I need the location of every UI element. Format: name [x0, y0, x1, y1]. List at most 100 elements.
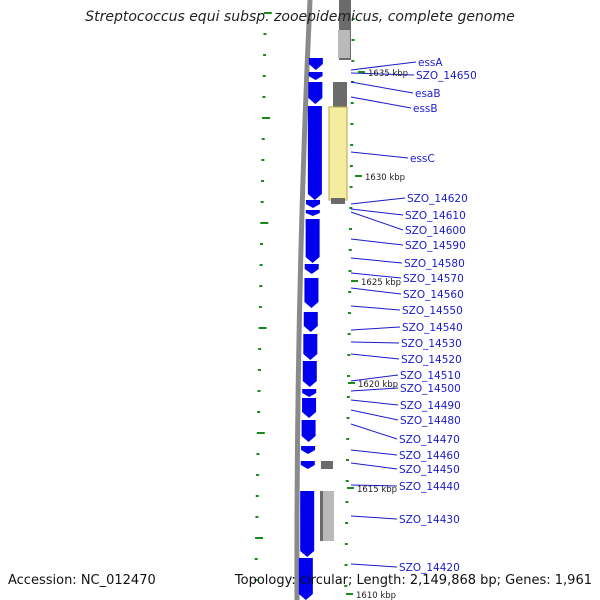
gene-label: SZO_14430 [399, 514, 460, 526]
tick-dots [254, 12, 355, 587]
feature-bar [321, 461, 333, 469]
leader-line [350, 287, 402, 295]
tick-dot [347, 375, 351, 377]
tick-dot [256, 453, 260, 455]
gene-label: SZO_14510 [400, 370, 461, 382]
genome-backbone [294, 0, 313, 600]
tick-dot [262, 96, 266, 98]
tick-dot [261, 138, 265, 140]
tick-dot [259, 285, 263, 287]
leader-line [350, 423, 398, 440]
tick-dot [349, 186, 353, 188]
cds-arrow [304, 264, 319, 274]
leader-line [350, 341, 400, 344]
gene-label: SZO_14620 [407, 193, 468, 205]
label-leaders [350, 61, 417, 568]
gene-label: SZO_14440 [399, 481, 460, 493]
cds-arrow [300, 461, 315, 469]
cds-arrow [305, 210, 320, 216]
tick-dot [256, 432, 265, 434]
gene-label: SZO_14570 [403, 273, 464, 285]
tick-dot [344, 585, 348, 587]
tick-dot [259, 264, 263, 266]
tick-dot [350, 102, 354, 104]
cds-arrow [305, 219, 320, 263]
tick-dot [261, 159, 265, 161]
gene-label: SZO_14600 [405, 225, 466, 237]
tick-dot [349, 228, 353, 230]
tick-dot [260, 201, 264, 203]
tick-dot [263, 33, 267, 35]
gene-label: SZO_14450 [399, 464, 460, 476]
tick-dot [345, 501, 349, 503]
tick-dot [261, 180, 264, 182]
leader-line [350, 409, 399, 421]
tick-dot [347, 312, 351, 314]
genome-title: Streptococcus equi subsp. zooepidemicus,… [85, 9, 515, 25]
gene-label: SZO_14560 [403, 289, 464, 301]
gene-label: SZO_14650 [416, 70, 477, 82]
tick-dot [263, 12, 272, 14]
leader-line [350, 305, 401, 311]
gene-label: SZO_14610 [405, 210, 466, 222]
leader-line [350, 211, 404, 231]
leader-line [350, 484, 398, 487]
feature-bar [338, 30, 350, 58]
cds-arrow [303, 334, 318, 360]
feature-bar [320, 491, 334, 541]
tick-dot [255, 495, 259, 497]
tick-dot [347, 333, 351, 335]
tick-dot [344, 543, 348, 545]
tick-dot [348, 249, 352, 251]
tick-dot [254, 579, 258, 581]
cds-arrow [301, 420, 316, 442]
tick-mark [358, 71, 365, 73]
feature-bar [333, 82, 347, 107]
leader-line [350, 197, 406, 205]
cds-arrow [308, 82, 323, 104]
cds-arrow [304, 278, 319, 308]
gene-label: essB [413, 103, 438, 115]
leader-line [350, 449, 398, 456]
leader-line [350, 353, 400, 360]
tick-dot [350, 144, 354, 146]
leader-line [350, 515, 398, 520]
cds-arrow [300, 491, 315, 557]
tick-dot [260, 222, 269, 224]
cds-arrow [302, 389, 317, 397]
tick-dot [350, 123, 354, 125]
gene-label: SZO_14420 [399, 562, 460, 574]
leader-line [350, 81, 414, 94]
gene-label: SZO_14490 [400, 400, 461, 412]
gene-label: SZO_14550 [402, 305, 463, 317]
tick-dot [346, 417, 350, 419]
gene-label: SZO_14530 [401, 338, 462, 350]
tick-dot [347, 354, 351, 356]
tick-dot [349, 165, 353, 167]
cds-arrow [307, 106, 322, 200]
cds-arrow [302, 361, 317, 387]
tick-dot [263, 54, 267, 56]
gene-label: SZO_14460 [399, 450, 460, 462]
tick-dot [344, 564, 348, 566]
feature-bar [331, 198, 345, 204]
genome-summary: Topology: circular; Length: 2,149,868 bp… [234, 573, 592, 588]
tick-label: 1610 kbp [356, 591, 396, 600]
tick-mark [351, 280, 358, 282]
tick-dot [255, 537, 264, 539]
leader-line [350, 208, 404, 216]
tick-dot [256, 474, 260, 476]
tick-dot [257, 390, 261, 392]
gene-label: SZO_14520 [401, 354, 462, 366]
tick-dot [348, 291, 352, 293]
tick-dot [259, 243, 263, 245]
tick-dot [258, 306, 262, 308]
tick-label: 1620 kbp [358, 380, 398, 390]
tick-dot [351, 39, 355, 41]
gene-label: essA [418, 57, 443, 69]
tick-dot [262, 117, 271, 119]
leader-line [350, 72, 415, 76]
leader-line [350, 462, 398, 470]
